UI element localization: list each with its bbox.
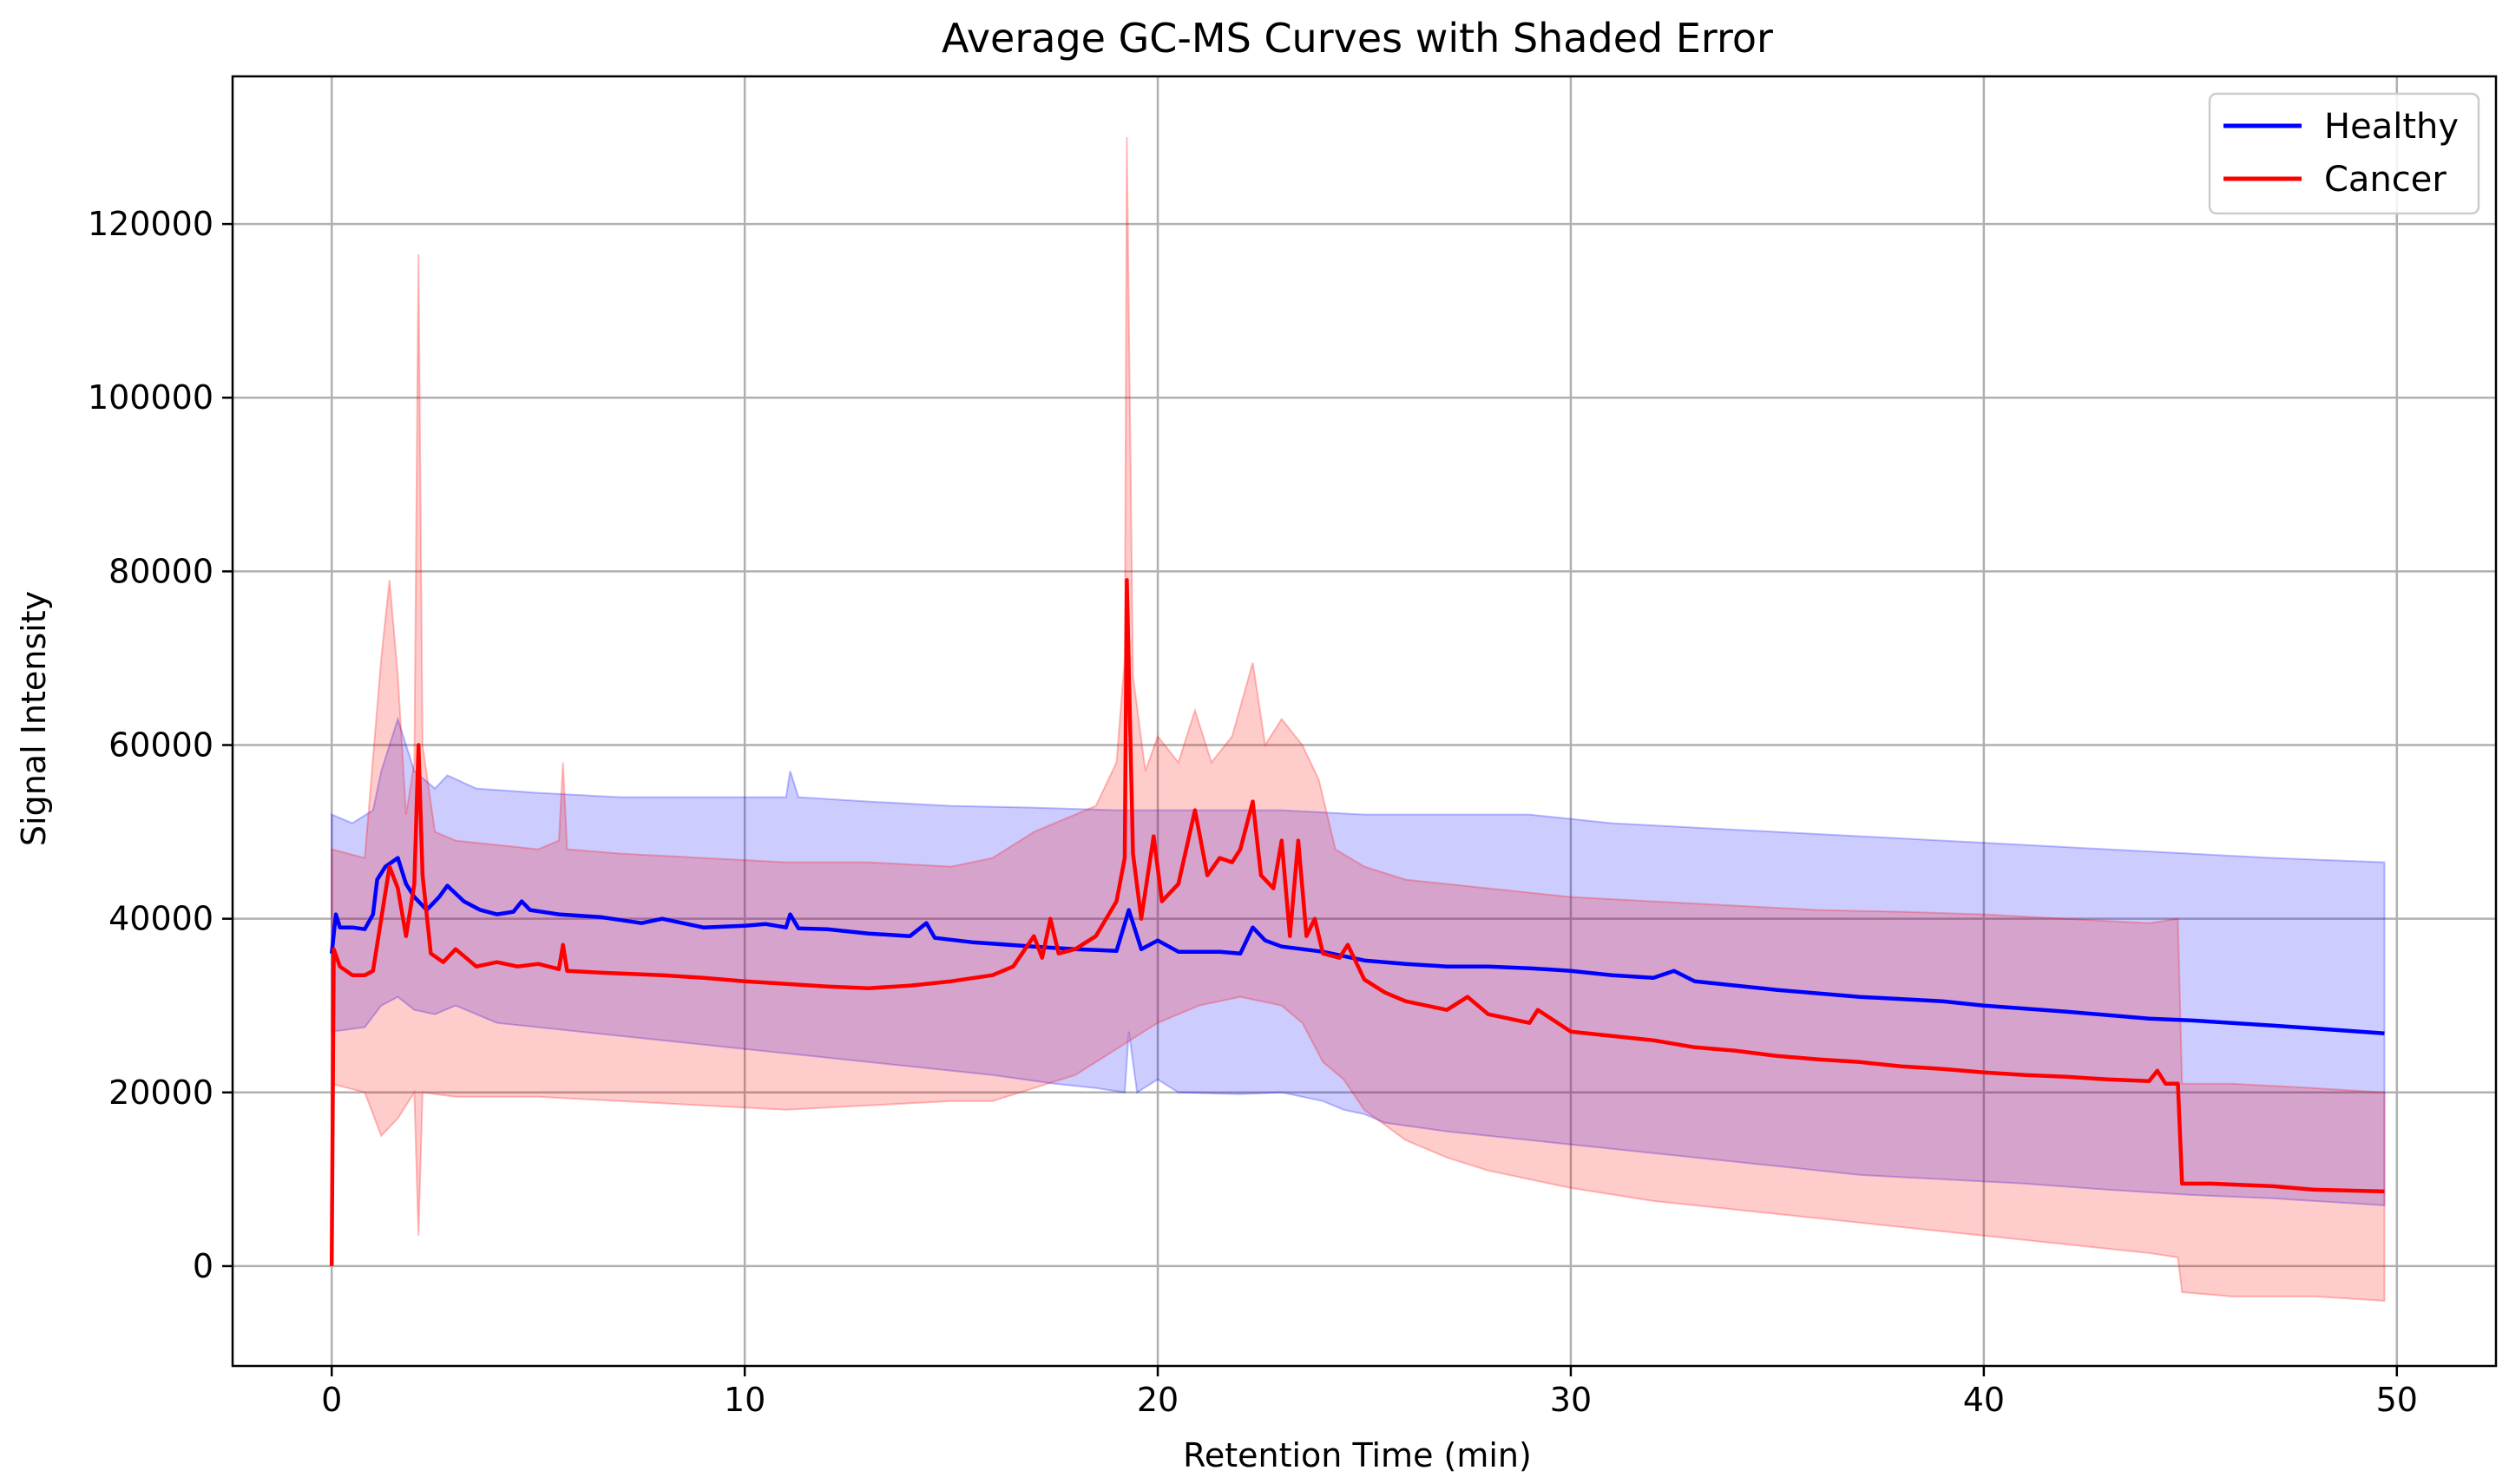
y-axis-label: Signal Intensity xyxy=(15,591,53,846)
chart-title: Average GC-MS Curves with Shaded Error xyxy=(942,15,1773,62)
x-axis-label: Retention Time (min) xyxy=(1183,1436,1532,1474)
healthy-mean-line xyxy=(329,856,2385,1035)
cancer-error-band xyxy=(331,136,2386,1302)
healthy-legend-label: Healthy xyxy=(2324,107,2459,147)
x-tick-label: 10 xyxy=(724,1381,765,1419)
x-tick-label: 50 xyxy=(2376,1381,2418,1419)
y-tick-label: 60000 xyxy=(108,726,213,765)
cancer-legend-label: Cancer xyxy=(2324,160,2447,200)
y-tick-label: 120000 xyxy=(88,205,213,243)
y-tick-label: 40000 xyxy=(108,900,213,938)
mean-lines xyxy=(329,578,2385,1266)
legend: Healthy Cancer xyxy=(2208,92,2480,215)
plot-frame xyxy=(231,75,2498,1368)
y-axis-ticks: 0 20000 40000 60000 80000 100000 120000 xyxy=(88,205,233,1285)
cancer-mean-line xyxy=(329,578,2385,1266)
error-bands xyxy=(331,136,2386,1302)
x-tick-label: 20 xyxy=(1137,1381,1179,1419)
y-tick-label: 100000 xyxy=(88,378,213,417)
x-tick-label: 30 xyxy=(1550,1381,1592,1419)
y-tick-label: 0 xyxy=(193,1247,213,1285)
grid-lines xyxy=(233,76,2496,1366)
x-tick-label: 40 xyxy=(1963,1381,2005,1419)
y-tick-label: 80000 xyxy=(108,552,213,590)
x-axis-ticks: 0 10 20 30 40 50 xyxy=(321,1366,2418,1419)
x-tick-label: 0 xyxy=(321,1381,342,1419)
y-tick-label: 20000 xyxy=(108,1074,213,1112)
